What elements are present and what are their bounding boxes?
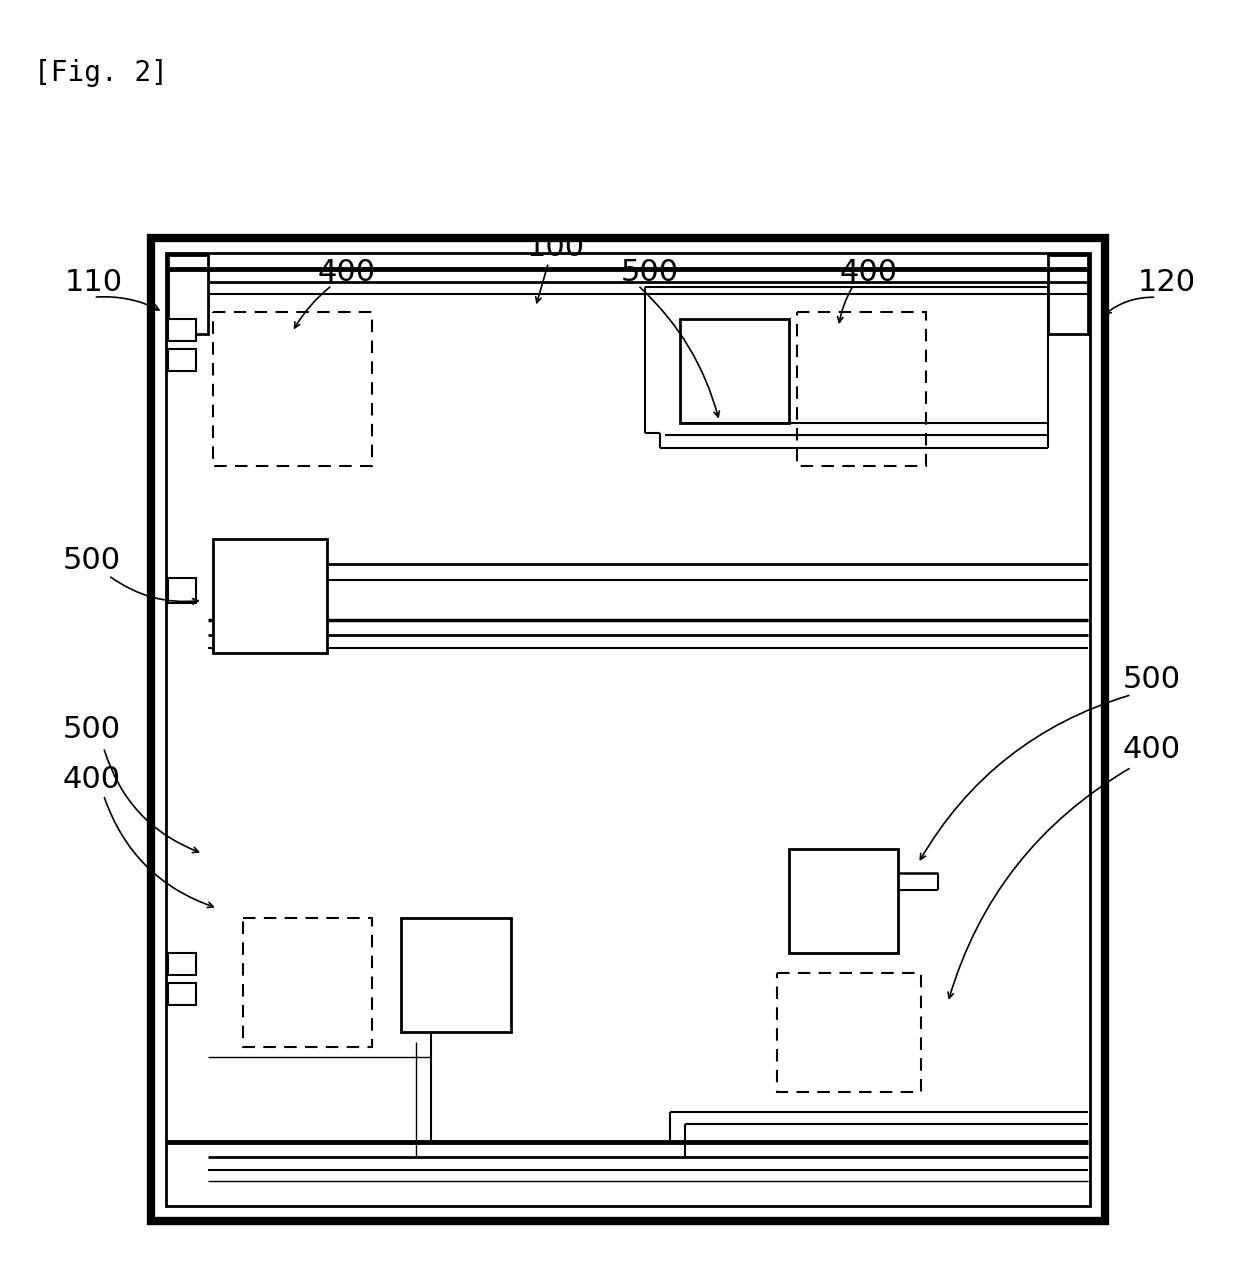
- Text: 500: 500: [621, 258, 678, 286]
- Bar: [166, 253, 1090, 1206]
- Text: 400: 400: [62, 764, 120, 794]
- Bar: [680, 320, 789, 424]
- Bar: [402, 918, 511, 1032]
- Bar: [169, 320, 196, 342]
- Text: 110: 110: [64, 268, 123, 297]
- Text: 400: 400: [317, 258, 376, 286]
- Text: [Fig. 2]: [Fig. 2]: [33, 59, 167, 87]
- Bar: [789, 849, 898, 953]
- Bar: [169, 349, 196, 371]
- Text: 100: 100: [526, 234, 584, 262]
- Bar: [169, 953, 196, 975]
- Bar: [151, 238, 1105, 1221]
- Bar: [213, 312, 372, 466]
- Bar: [169, 578, 196, 603]
- Text: 500: 500: [62, 715, 120, 743]
- Text: 500: 500: [1122, 665, 1180, 695]
- Bar: [243, 918, 372, 1048]
- Text: 400: 400: [1122, 734, 1180, 764]
- Bar: [213, 539, 327, 654]
- Text: 500: 500: [62, 546, 120, 575]
- Bar: [169, 254, 208, 334]
- Text: 120: 120: [1137, 268, 1195, 297]
- Bar: [797, 312, 926, 466]
- Bar: [777, 973, 921, 1093]
- Text: 400: 400: [839, 258, 898, 286]
- Bar: [1048, 254, 1087, 334]
- Bar: [169, 982, 196, 1004]
